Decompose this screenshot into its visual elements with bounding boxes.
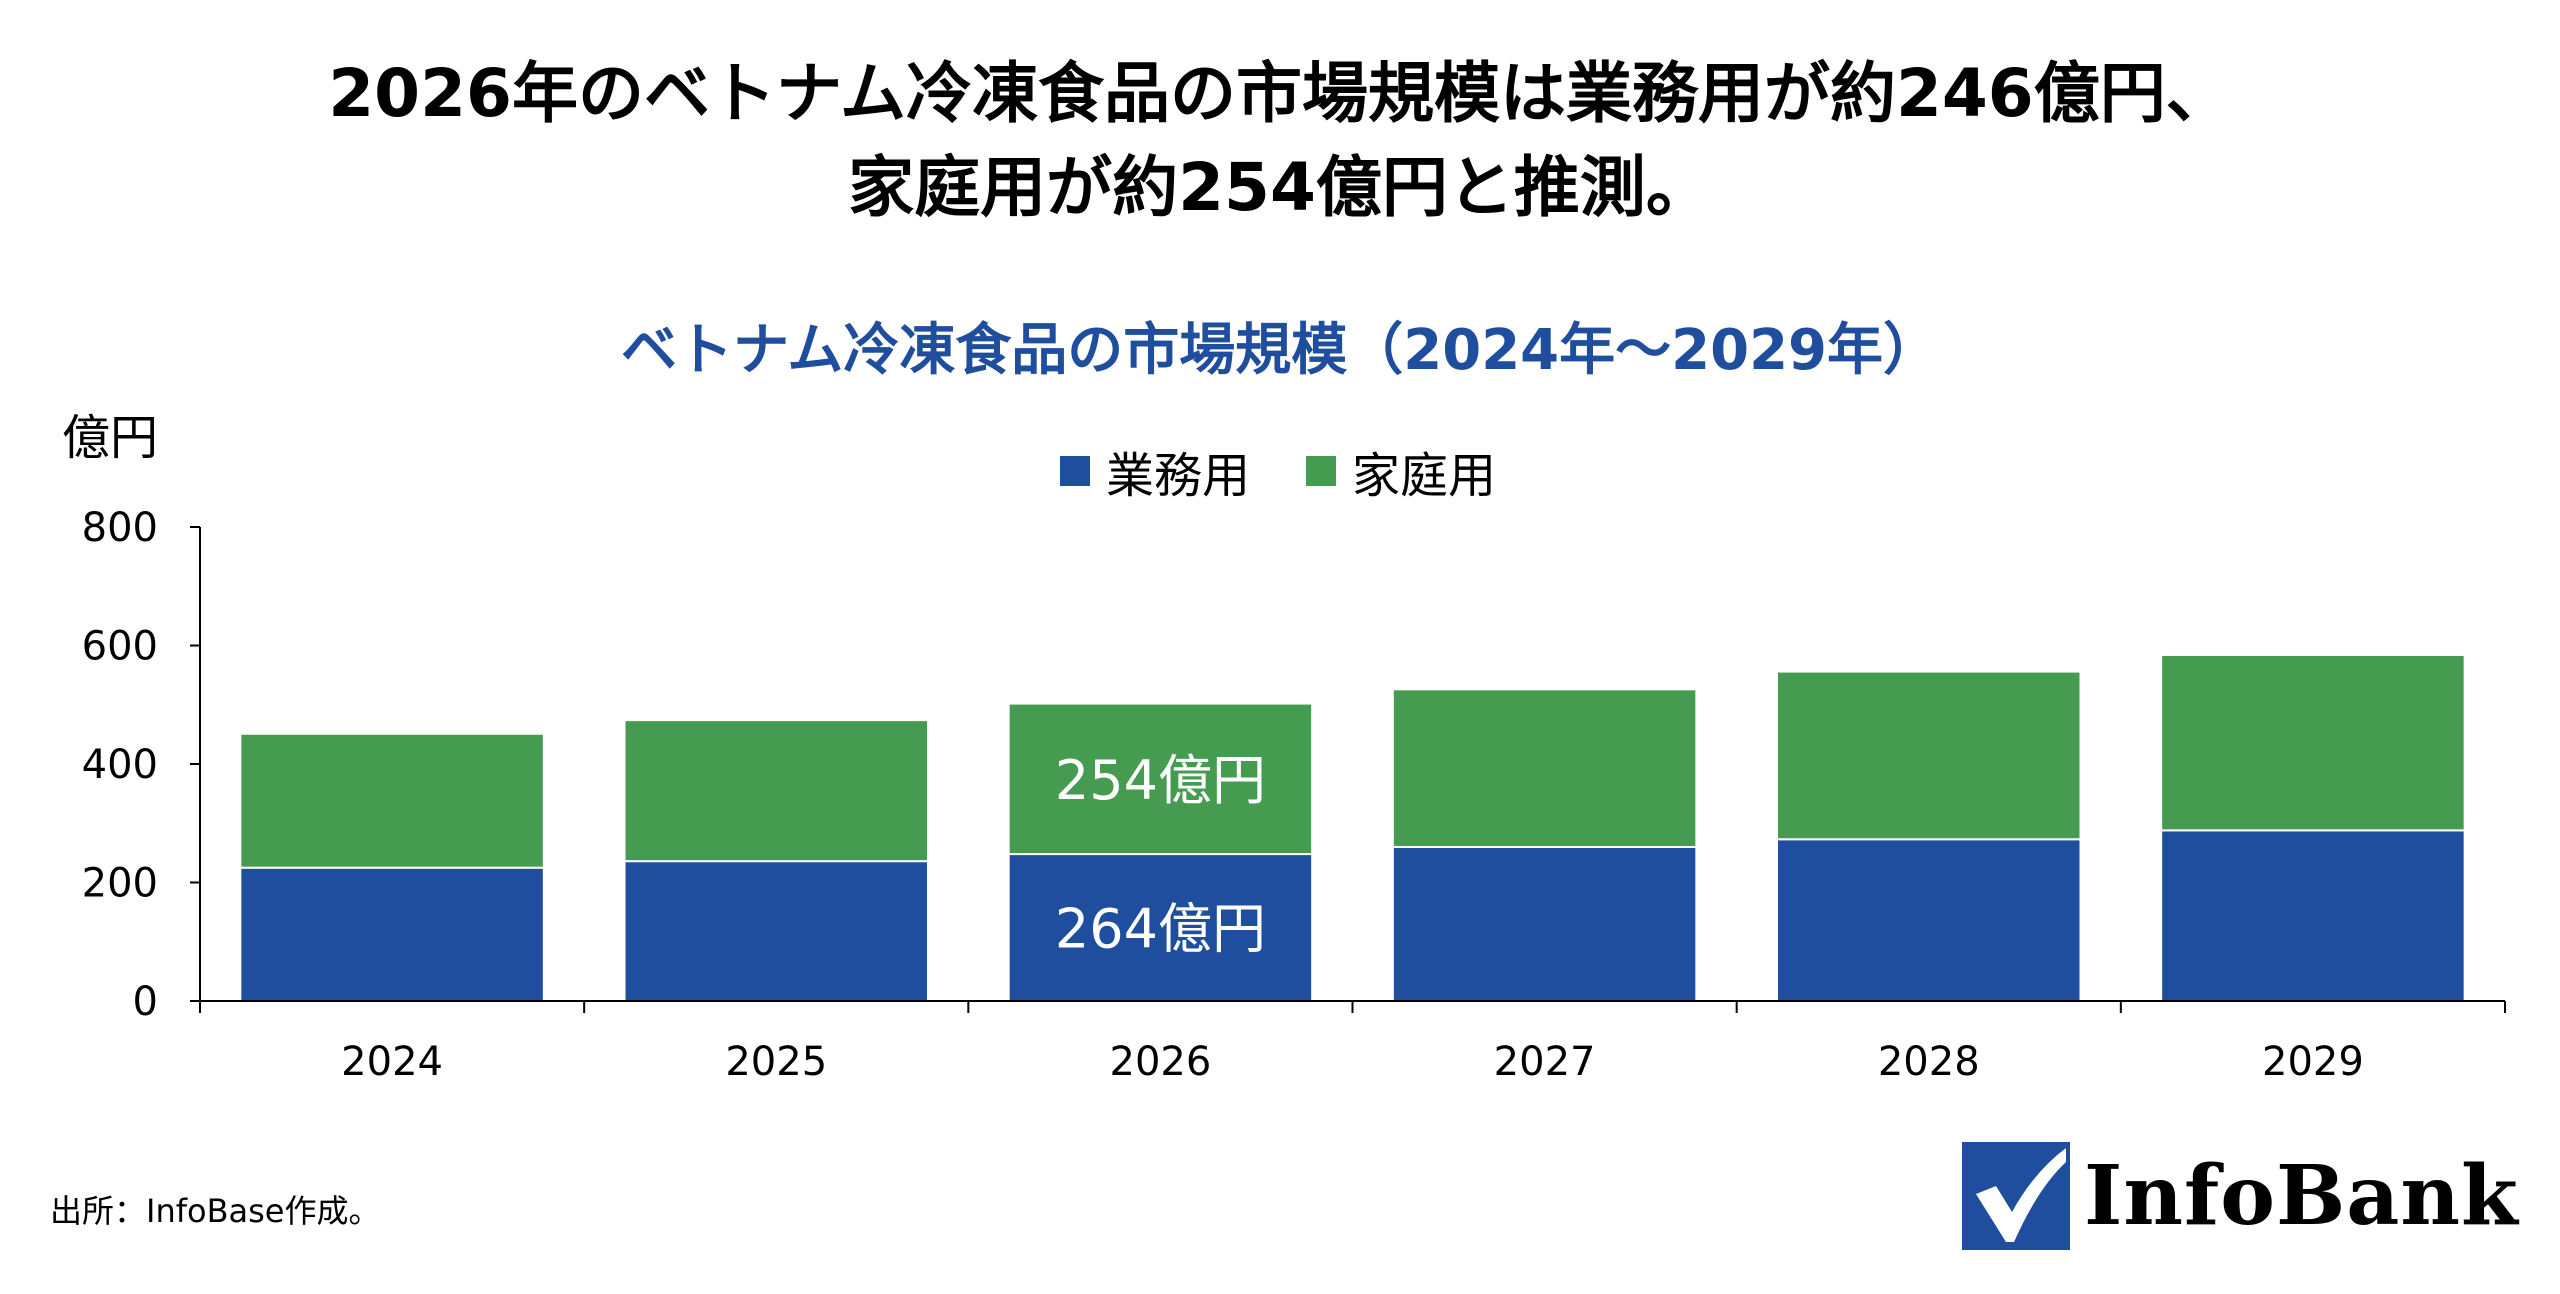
x-tick-label: 2029	[2262, 1039, 2364, 1085]
data-label: 264億円	[1055, 898, 1266, 961]
x-tick-label: 2025	[725, 1039, 827, 1085]
source-note: 出所：InfoBase作成。	[50, 1192, 381, 1230]
bar-household	[239, 732, 545, 869]
bar-business	[1007, 853, 1314, 1002]
headline-line-1: 2026年のベトナム冷凍食品の市場規模は業務用が約246億円、	[328, 55, 2232, 132]
checkmark-logo-icon	[1962, 1142, 2070, 1250]
logo-text: InfoBank	[2084, 1148, 2519, 1244]
bar-business	[623, 860, 929, 1002]
y-tick-label: 0	[133, 979, 158, 1025]
bar-business	[2160, 829, 2466, 1002]
y-tick-label: 400	[82, 742, 158, 788]
y-tick-label: 800	[82, 505, 158, 551]
legend-swatch-business	[1060, 456, 1090, 486]
chart-legend: 業務用 家庭用	[1060, 436, 1552, 506]
bar-household	[623, 719, 929, 863]
bar-business	[1391, 845, 1698, 1003]
legend-label-business: 業務用	[1106, 448, 1251, 504]
headline-line-2: 家庭用が約254億円と推測。	[848, 149, 1712, 226]
legend-swatch-household	[1306, 456, 1337, 486]
bar-household	[1007, 702, 1314, 856]
bar-household	[2160, 653, 2466, 832]
x-tick-label: 2027	[1494, 1039, 1596, 1085]
bar-business	[239, 866, 545, 1002]
bar-household	[1776, 670, 2082, 841]
x-tick-label: 2028	[1878, 1039, 1980, 1085]
data-label: 254億円	[1055, 749, 1266, 812]
infobank-logo: InfoBank	[1962, 1142, 2519, 1250]
y-axis-unit-label: 億円	[62, 410, 159, 466]
legend-label-household: 家庭用	[1352, 448, 1497, 504]
x-tick-label: 2024	[341, 1039, 443, 1085]
legend-item-household: 家庭用	[1306, 436, 1496, 506]
chart-title: ベトナム冷凍食品の市場規模（2024年～2029年）	[620, 318, 1940, 383]
bar-business	[1776, 838, 2082, 1002]
y-tick-label: 200	[82, 861, 158, 907]
x-tick-label: 2026	[1110, 1039, 1212, 1085]
y-tick-label: 600	[82, 624, 158, 670]
legend-item-business: 業務用	[1060, 436, 1250, 506]
bar-household	[1391, 688, 1698, 848]
